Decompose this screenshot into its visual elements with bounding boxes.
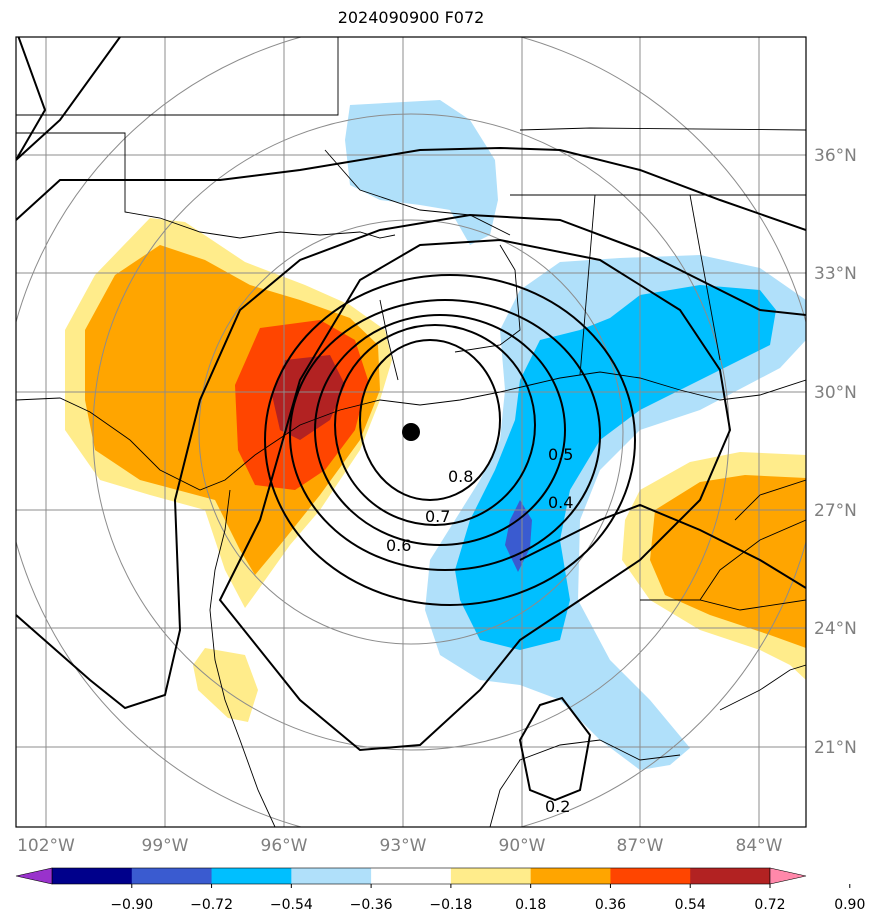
colorbar-tick-label: 0.90	[834, 897, 865, 913]
contour-label-08: 0.8	[448, 467, 473, 486]
positive-anomaly-small	[193, 648, 258, 722]
negative-anomaly-north	[345, 100, 498, 245]
colorbar: −0.90 −0.72 −0.54 −0.36 −0.18 0.18 0.36 0.54 0.7…	[15, 867, 865, 913]
colorbar-swatch	[131, 868, 213, 884]
lon-label: 99°W	[142, 836, 189, 856]
map-title: 2024090900 F072	[337, 8, 485, 27]
lon-label: 87°W	[617, 836, 664, 856]
lon-label: 90°W	[499, 836, 546, 856]
latitude-labels: 36°N 33°N 30°N 27°N 24°N 21°N	[814, 146, 857, 758]
lon-label: 84°W	[736, 836, 783, 856]
colorbar-tick-label: −0.72	[190, 897, 233, 913]
colorbar-swatch	[610, 868, 691, 884]
colorbar-swatch	[52, 868, 133, 884]
contour-label-06: 0.6	[386, 536, 411, 555]
lon-label: 102°W	[17, 836, 75, 856]
storm-center-marker	[402, 423, 420, 441]
contour-label-02: 0.2	[545, 797, 570, 816]
lat-label: 21°N	[814, 738, 857, 758]
colorbar-extend-max	[769, 867, 807, 885]
lat-label: 33°N	[814, 264, 857, 284]
lat-label: 24°N	[814, 619, 857, 639]
colorbar-swatch	[530, 868, 611, 884]
colorbar-swatch	[371, 868, 452, 884]
colorbar-swatch	[211, 868, 292, 884]
lat-label: 27°N	[814, 501, 857, 521]
longitude-labels: 102°W 99°W 96°W 93°W 90°W 87°W 84°W	[17, 836, 783, 856]
positive-anomaly-east-orange	[650, 475, 806, 648]
negative-anomaly-blue	[455, 285, 776, 650]
colorbar-tick-label: −0.90	[110, 897, 153, 913]
lon-label: 93°W	[380, 836, 427, 856]
contour-label-04: 0.4	[548, 493, 573, 512]
contour-label-07: 0.7	[425, 507, 450, 526]
colorbar-swatch	[291, 868, 372, 884]
map-frame	[15, 36, 807, 828]
negative-anomaly-darkblue	[505, 500, 532, 572]
colorbar-tick-label: 0.36	[595, 897, 626, 913]
coastlines-and-borders	[16, 37, 806, 827]
shaded-field	[65, 100, 806, 770]
colorbar-tick-label: −0.18	[429, 897, 472, 913]
colorbar-swatch	[690, 868, 771, 884]
lat-label: 36°N	[814, 146, 857, 166]
lat-label: 30°N	[814, 383, 857, 403]
colorbar-tick-label: −0.36	[350, 897, 393, 913]
colorbar-tick-label: 0.18	[515, 897, 546, 913]
colorbar-tick-label: 0.72	[754, 897, 785, 913]
colorbar-extend-min	[15, 867, 53, 885]
colorbar-swatch	[450, 868, 532, 884]
colorbar-tick-label: 0.54	[675, 897, 706, 913]
lon-label: 96°W	[261, 836, 308, 856]
contours	[16, 37, 806, 802]
colorbar-tick-label: −0.54	[270, 897, 313, 913]
contour-label-05: 0.5	[548, 445, 573, 464]
map-panel: 0.8 0.7 0.6 0.5 0.4 0.2	[16, 37, 806, 827]
